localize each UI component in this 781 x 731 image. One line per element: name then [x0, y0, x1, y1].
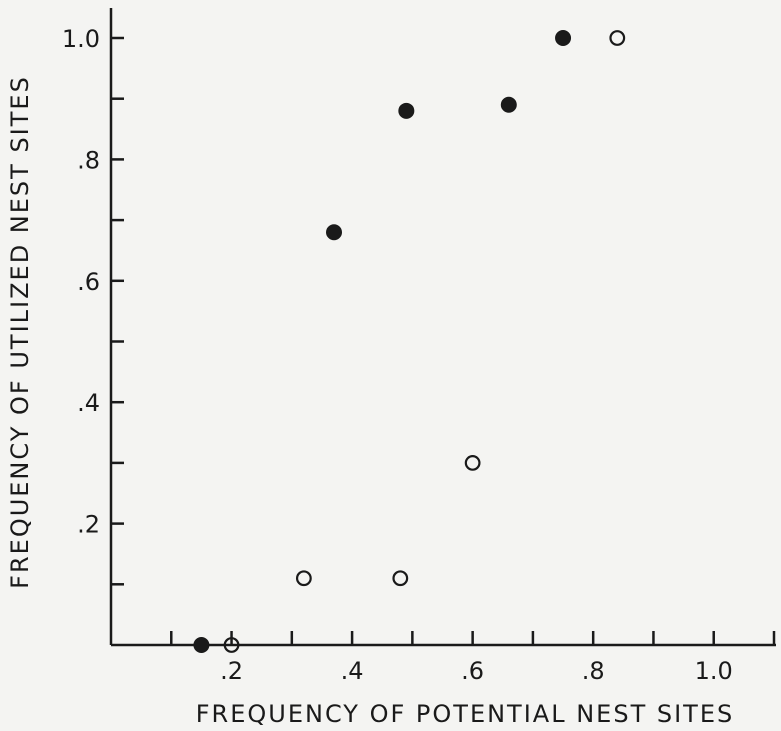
y-tick-label-2: .6 [77, 268, 100, 296]
x-tick-labels: .2 .4 .6 .8 1.0 [220, 657, 733, 685]
data-points [193, 30, 626, 653]
filled-point-3 [500, 96, 517, 113]
y-tick-label-3: .8 [77, 146, 100, 174]
x-axis-title: FREQUENCY OF POTENTIAL NEST SITES [196, 700, 734, 728]
filled-point-0 [193, 637, 210, 653]
open-point-3 [464, 455, 481, 471]
filled-point-4 [555, 30, 572, 46]
open-point-2 [392, 570, 409, 587]
x-tick-label-0: .2 [220, 657, 243, 685]
y-tick-label-1: .4 [77, 389, 100, 417]
x-tick-label-3: .8 [582, 657, 605, 685]
x-tick-label-2: .6 [461, 657, 484, 685]
x-tick-label-1: .4 [341, 657, 364, 685]
y-tick-labels: .2 .4 .6 .8 1.0 [62, 25, 100, 539]
y-tick-label-4: 1.0 [62, 25, 100, 53]
y-axis-title: FREQUENCY OF UTILIZED NEST SITES [6, 75, 34, 589]
axes [109, 8, 776, 647]
x-ticks [170, 631, 776, 645]
y-ticks [111, 36, 124, 586]
filled-point-2 [398, 102, 415, 119]
open-point-0 [223, 637, 240, 653]
filled-point-1 [326, 224, 343, 241]
x-tick-label-4: 1.0 [695, 657, 733, 685]
y-tick-label-0: .2 [77, 511, 100, 539]
open-point-4 [609, 30, 626, 46]
open-point-1 [295, 570, 312, 587]
